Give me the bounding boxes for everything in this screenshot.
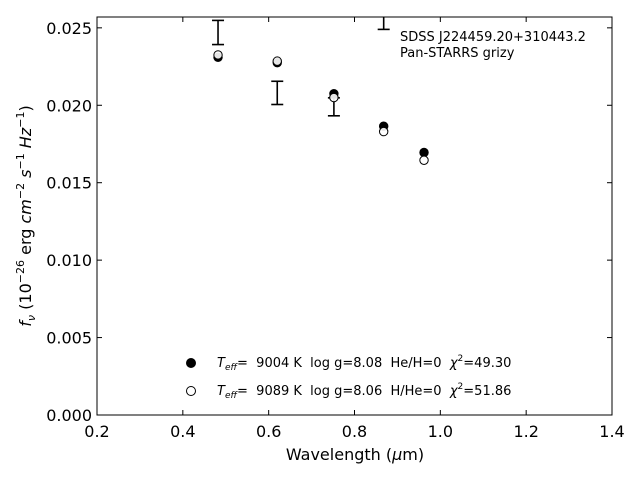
errorbar [212,19,225,46]
y-tick-label: 0.000 [46,406,92,425]
errorbar [377,17,390,31]
point-filled [419,147,429,158]
legend-entry-2: Teff= 9089 K log g=8.06 H/He=0 χ2=51.86 [217,382,511,401]
legend: Teff= 9004 K log g=8.08 He/H=0 χ2=49.30 … [186,354,511,401]
y-tick-label: 0.020 [46,96,92,115]
legend-marker-open [186,386,196,396]
x-tick-label: 1.0 [428,422,453,441]
errorbar-layer [212,17,390,117]
errorbar [271,80,284,106]
marker-layer [213,50,429,165]
y-tick-label: 0.005 [46,329,92,348]
x-tick-label: 0.8 [342,422,367,441]
x-tick-label: 1.4 [599,422,624,441]
y-tick-label: 0.010 [46,251,92,270]
x-tick-label: 0.2 [84,422,109,441]
y-tick-label: 0.015 [46,174,92,193]
y-tick-label: 0.025 [46,19,92,38]
legend-marker-filled [186,358,196,368]
annotation-survey: Pan-STARRS grizy [400,46,515,61]
point-open [213,50,223,60]
x-tick-label: 0.4 [170,422,195,441]
point-open [419,155,429,165]
point-open [272,56,282,66]
point-open [378,126,389,137]
legend-entry-1: Teff= 9004 K log g=8.08 He/H=0 χ2=49.30 [217,354,511,373]
point-open [329,92,339,103]
tick-layer: 0.2 0.4 0.6 0.8 1.0 1.2 1.4 0.000 0.005 0.010 0.01… [46,17,625,441]
y-axis-label: fν (10−26 erg cm−2 s−1 Hz−1) [14,105,38,326]
plot-frame [96,16,613,416]
annotation-object-name: SDSS J224459.20+310443.2 [400,30,586,45]
x-tick-label: 1.2 [513,422,538,441]
x-axis-label: Wavelength (μm) [286,445,424,464]
x-tick-label: 0.6 [256,422,281,441]
